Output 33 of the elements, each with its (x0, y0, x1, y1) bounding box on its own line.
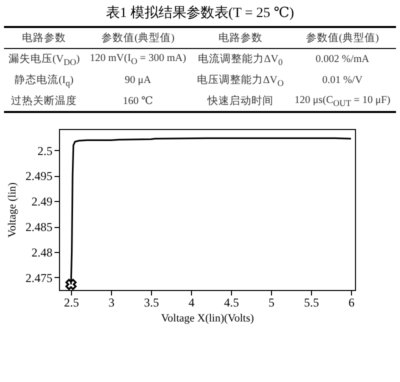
text: 快速启动时间 (206, 94, 274, 110)
text: 电压调整能力ΔV$_{O}$ (196, 73, 285, 90)
y-tick-label: 2.495 (26, 169, 52, 184)
x-tick-label: 5.5 (304, 296, 319, 310)
text: 表1 模拟结果参数表(T = 25 ℃) (104, 4, 296, 22)
y-tick-label: 2.49 (32, 194, 52, 209)
text: 120 mV(I$_{O}$ = 300 mA) (88, 52, 188, 68)
text: 过热关断温度 (10, 94, 78, 110)
text: 漏失电压(V$_{DO}$) (7, 52, 81, 70)
x-tick-label: 5 (268, 296, 274, 310)
x-tick-label: 4 (188, 296, 194, 310)
text: 电路参数 (4, 27, 84, 48)
text: 120 μs(C$_{OUT}$ = 10 μF) (294, 94, 392, 110)
y-tick-label: 2.485 (26, 220, 52, 234)
x-tick-label: 4.5 (224, 296, 239, 310)
text: 参数值(典型值) (84, 27, 192, 48)
text: 静态电流(I$_{q}$) (14, 73, 75, 90)
text: 电流调整能力ΔV$_{0}$ (196, 52, 284, 70)
y-tick-label: 2.48 (32, 246, 52, 260)
text: 90 μA (124, 74, 152, 88)
x-axis-title: Voltage X(lin)(Volts) (161, 312, 254, 325)
y-axis-title: Voltage (lin) (6, 182, 18, 238)
y-tick-label: 2.475 (26, 270, 52, 285)
text: 电路参数 (192, 27, 289, 48)
x-tick-label: 2.5 (64, 296, 79, 310)
y-tick-label: 2.5 (38, 144, 52, 158)
text: 参数值(典型值) (288, 27, 396, 48)
text: 160 ℃ (122, 95, 154, 110)
text: 0.002 %/mA (314, 53, 370, 68)
x-tick-label: 6 (348, 296, 354, 310)
text: 0.01 %/V (321, 74, 364, 88)
x-tick-label: 3 (108, 296, 114, 310)
x-tick-label: 3.5 (144, 296, 159, 310)
